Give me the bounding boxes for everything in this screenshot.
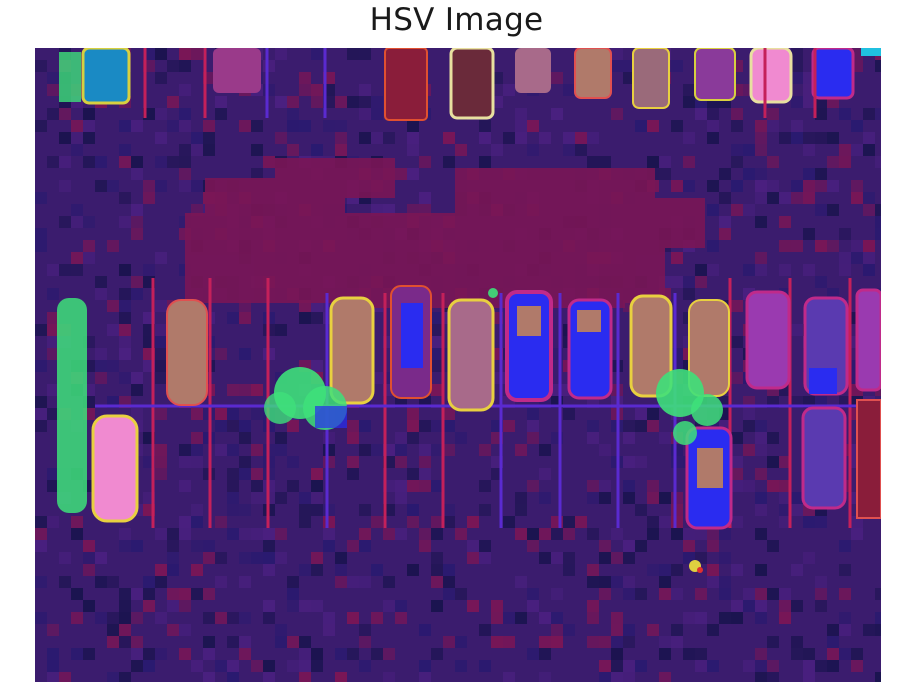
vegetation (57, 288, 723, 573)
top-parking-row (59, 48, 881, 121)
figure-title: HSV Image (369, 2, 544, 38)
hsv-image (35, 48, 881, 682)
asphalt-magenta-region (185, 158, 705, 308)
middle-parking-row (91, 278, 881, 530)
blue-object (315, 406, 347, 428)
